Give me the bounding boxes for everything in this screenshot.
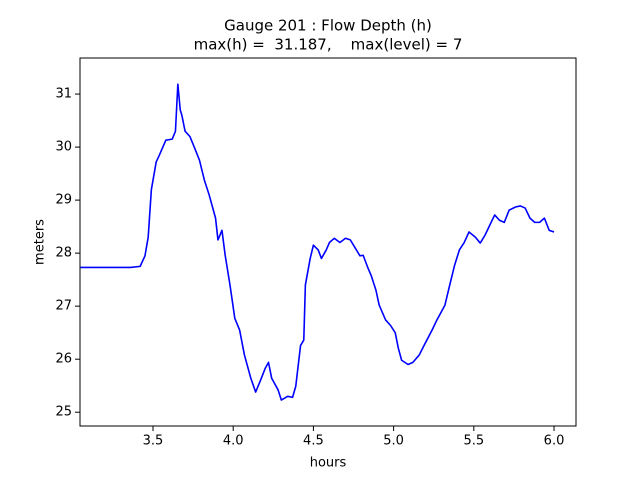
- x-axis-label: hours: [310, 456, 347, 471]
- y-tick-label: 25: [55, 405, 72, 420]
- y-tick-label: 29: [55, 193, 72, 208]
- data-line: [80, 83, 555, 401]
- x-tick-label: 5.0: [383, 434, 404, 449]
- y-tick-label: 28: [55, 246, 72, 261]
- y-tick-label: 30: [55, 140, 72, 155]
- x-tick-label: 5.5: [463, 434, 484, 449]
- y-tick-label: 27: [55, 299, 72, 314]
- chart-subtitle: max(h) = 31.187, max(level) = 7: [194, 36, 463, 54]
- y-axis-label: meters: [33, 219, 48, 265]
- x-tick-label: 6.0: [544, 434, 565, 449]
- x-tick-label: 4.5: [303, 434, 324, 449]
- chart-title: Gauge 201 : Flow Depth (h): [224, 17, 432, 35]
- y-tick-label: 31: [55, 87, 72, 102]
- y-tick-label: 26: [55, 352, 72, 367]
- plot-frame: [79, 57, 577, 427]
- x-tick-label: 3.5: [143, 434, 164, 449]
- x-tick-label: 4.0: [223, 434, 244, 449]
